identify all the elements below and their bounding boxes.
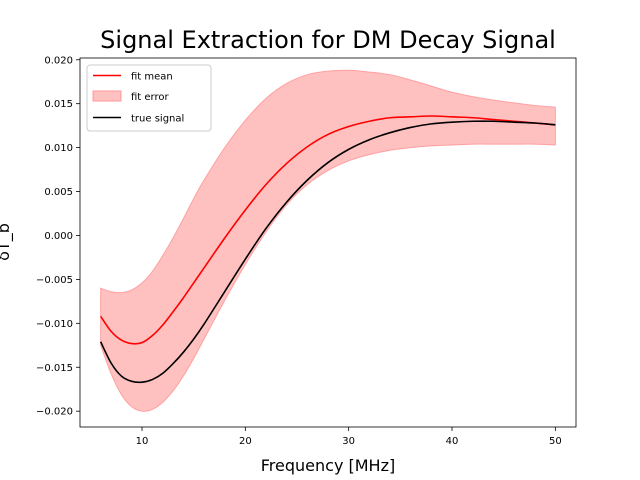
- x-axis-ticks: 10 20 30 40 50: [136, 427, 562, 447]
- x-tick-label: 20: [239, 436, 252, 447]
- legend-box: [86, 64, 212, 132]
- legend-swatch-fit-error: [92, 90, 122, 102]
- y-axis-ticks: −0.020 −0.015 −0.010 −0.005 0.000 0.005 0.010 0…: [36, 55, 80, 418]
- x-axis-label: Frequency [MHz]: [261, 456, 395, 475]
- x-tick-label: 40: [446, 436, 459, 447]
- y-tick-label: 0.015: [44, 99, 73, 110]
- x-tick-label: 30: [342, 436, 355, 447]
- y-tick-label: 0.020: [44, 55, 73, 66]
- y-axis-label: δT_b: [0, 223, 14, 261]
- fit-mean-line: [100, 115, 556, 345]
- y-tick-label: −0.010: [36, 319, 73, 330]
- legend: fit mean fit error true signal: [86, 64, 212, 132]
- chart-title: Signal Extraction for DM Decay Signal: [100, 26, 556, 54]
- y-tick-label: −0.015: [36, 363, 73, 374]
- legend-label-true-signal: true signal: [131, 114, 184, 125]
- x-tick-label: 10: [136, 436, 149, 447]
- y-tick-label: 0.010: [44, 143, 73, 154]
- x-tick-label: 50: [549, 436, 562, 447]
- y-tick-label: 0.000: [44, 231, 73, 242]
- y-tick-label: 0.005: [44, 187, 73, 198]
- true-signal-line: [99, 120, 556, 384]
- series-line-layer: [99, 115, 556, 384]
- legend-label-fit-error: fit error: [131, 92, 169, 103]
- plot-frame: [79, 57, 577, 428]
- y-tick-label: −0.020: [36, 407, 73, 418]
- y-tick-label: −0.005: [36, 275, 73, 286]
- fit-error-band: [100, 69, 556, 412]
- legend-label-fit-mean: fit mean: [131, 72, 173, 83]
- fit-error-band-layer: [100, 69, 556, 412]
